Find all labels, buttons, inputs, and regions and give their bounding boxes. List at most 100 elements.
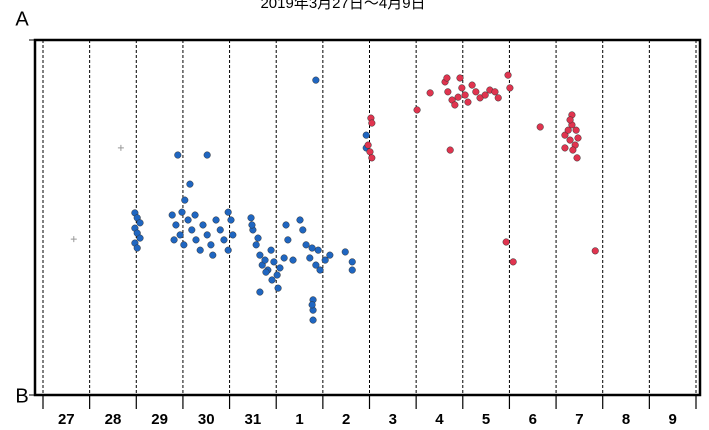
point xyxy=(306,254,314,262)
point xyxy=(212,216,220,224)
point xyxy=(274,284,282,292)
point xyxy=(282,221,290,229)
point xyxy=(184,216,192,224)
point xyxy=(446,146,454,154)
point xyxy=(192,236,200,244)
point xyxy=(170,236,178,244)
point xyxy=(413,106,421,114)
point xyxy=(117,144,124,151)
point xyxy=(181,196,189,204)
point xyxy=(248,221,256,229)
point xyxy=(536,123,544,131)
point xyxy=(312,261,320,269)
x-tick-label: 2 xyxy=(342,411,350,428)
point xyxy=(456,74,464,82)
point xyxy=(199,221,207,229)
point xyxy=(454,93,462,101)
point xyxy=(186,180,194,188)
point xyxy=(188,226,196,234)
point xyxy=(426,89,434,97)
point xyxy=(468,81,476,89)
x-tick-label: 7 xyxy=(575,411,583,428)
point xyxy=(364,141,372,149)
point xyxy=(168,211,176,219)
point xyxy=(362,131,370,139)
point xyxy=(561,131,569,139)
point xyxy=(569,146,577,154)
x-tick-label: 6 xyxy=(529,411,537,428)
point xyxy=(443,74,451,82)
x-tick-label: 9 xyxy=(669,411,677,428)
point xyxy=(444,88,452,96)
point xyxy=(224,246,232,254)
x-tick-label: 5 xyxy=(482,411,490,428)
point xyxy=(472,88,480,96)
point xyxy=(196,246,204,254)
point xyxy=(136,219,144,227)
point xyxy=(261,256,269,264)
point xyxy=(191,211,199,219)
chart-title: 2019年3月27日～4月9日 xyxy=(260,0,425,12)
point xyxy=(461,91,469,99)
point xyxy=(316,266,324,274)
point xyxy=(458,84,466,92)
point xyxy=(368,119,376,127)
point xyxy=(504,71,512,79)
x-tick-label: 27 xyxy=(58,411,75,428)
point xyxy=(308,301,316,309)
point xyxy=(481,91,489,99)
point xyxy=(220,236,228,244)
point xyxy=(267,246,275,254)
point xyxy=(203,231,211,239)
point xyxy=(289,256,297,264)
point xyxy=(308,244,316,252)
point xyxy=(591,247,599,255)
x-tick-label: 31 xyxy=(245,411,262,428)
x-tick-label: 30 xyxy=(198,411,215,428)
point xyxy=(564,126,572,134)
x-tick-label: 8 xyxy=(622,411,630,428)
point xyxy=(209,251,217,259)
point xyxy=(296,216,304,224)
point xyxy=(176,231,184,239)
point xyxy=(502,238,510,246)
point xyxy=(180,241,188,249)
point xyxy=(314,246,322,254)
x-tick-label: 4 xyxy=(435,411,444,428)
point xyxy=(572,126,580,134)
point xyxy=(247,214,255,222)
point xyxy=(506,84,514,92)
point xyxy=(256,251,264,259)
point xyxy=(312,76,320,84)
point xyxy=(276,264,284,272)
point xyxy=(262,268,270,276)
point xyxy=(172,221,180,229)
point xyxy=(464,98,472,106)
point xyxy=(268,276,276,284)
point xyxy=(321,256,329,264)
point xyxy=(348,266,356,274)
point xyxy=(273,271,281,279)
point xyxy=(256,288,264,296)
point xyxy=(366,148,374,156)
point xyxy=(566,136,574,144)
point xyxy=(136,234,144,242)
point xyxy=(509,258,517,266)
point xyxy=(178,208,186,216)
point xyxy=(574,134,582,142)
point xyxy=(326,251,334,259)
point xyxy=(70,236,77,243)
point xyxy=(203,151,211,159)
point xyxy=(227,216,235,224)
point xyxy=(216,226,224,234)
point xyxy=(491,88,499,96)
x-tick-label: 1 xyxy=(295,411,303,428)
point xyxy=(309,316,317,324)
point xyxy=(207,241,215,249)
point xyxy=(368,154,376,162)
point xyxy=(451,101,459,109)
point xyxy=(252,241,260,249)
point xyxy=(229,231,237,239)
